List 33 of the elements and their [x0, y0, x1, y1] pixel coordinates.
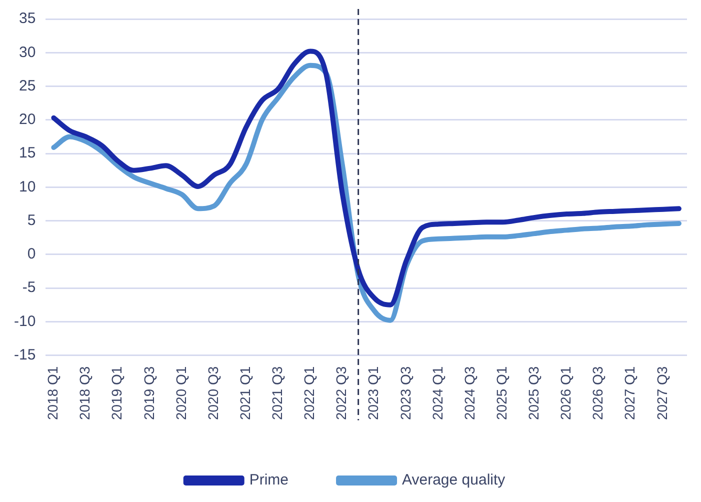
- x-tick-label: 2020 Q3: [204, 366, 221, 420]
- x-tick-label: 2026 Q1: [558, 366, 574, 420]
- x-tick-label: 2025 Q3: [526, 366, 542, 420]
- x-tick-label: 2022 Q3: [333, 366, 350, 420]
- x-tick-label: 2022 Q1: [301, 366, 318, 420]
- x-tick-label: 2018 Q1: [44, 366, 61, 420]
- y-tick-label: -15: [14, 346, 36, 364]
- x-tick-label: 2024 Q3: [461, 366, 478, 420]
- y-tick-label: 35: [18, 10, 36, 28]
- x-tick-label: 2021 Q1: [236, 366, 253, 420]
- y-tick-label: 25: [18, 77, 36, 94]
- y-tick-label: 5: [27, 212, 36, 229]
- y-tick-label: -5: [22, 279, 36, 296]
- x-tick-label: 2023 Q1: [365, 366, 382, 420]
- x-tick-label: 2018 Q3: [76, 366, 93, 420]
- legend-label: Prime: [249, 472, 289, 489]
- x-tick-label: 2024 Q1: [429, 366, 446, 420]
- y-tick-label: -10: [14, 312, 36, 330]
- x-tick-label: 2027 Q3: [654, 366, 670, 420]
- x-tick-label: 2027 Q1: [622, 366, 638, 420]
- x-tick-label: 2023 Q3: [397, 366, 414, 420]
- y-tick-label: 0: [27, 246, 36, 263]
- legend-label: Average quality: [402, 472, 506, 489]
- y-tick-label: 30: [18, 44, 36, 61]
- x-tick-label: 2021 Q3: [269, 366, 286, 420]
- x-tick-label: 2019 Q1: [108, 366, 125, 420]
- y-tick-label: 20: [18, 111, 36, 128]
- x-tick-label: 2026 Q3: [590, 366, 606, 420]
- x-tick-label: 2019 Q3: [140, 366, 157, 420]
- x-tick-label: 2025 Q1: [493, 366, 510, 420]
- y-tick-label: 10: [18, 178, 36, 196]
- y-tick-label: 15: [18, 144, 36, 162]
- x-tick-label: 2020 Q1: [172, 366, 189, 420]
